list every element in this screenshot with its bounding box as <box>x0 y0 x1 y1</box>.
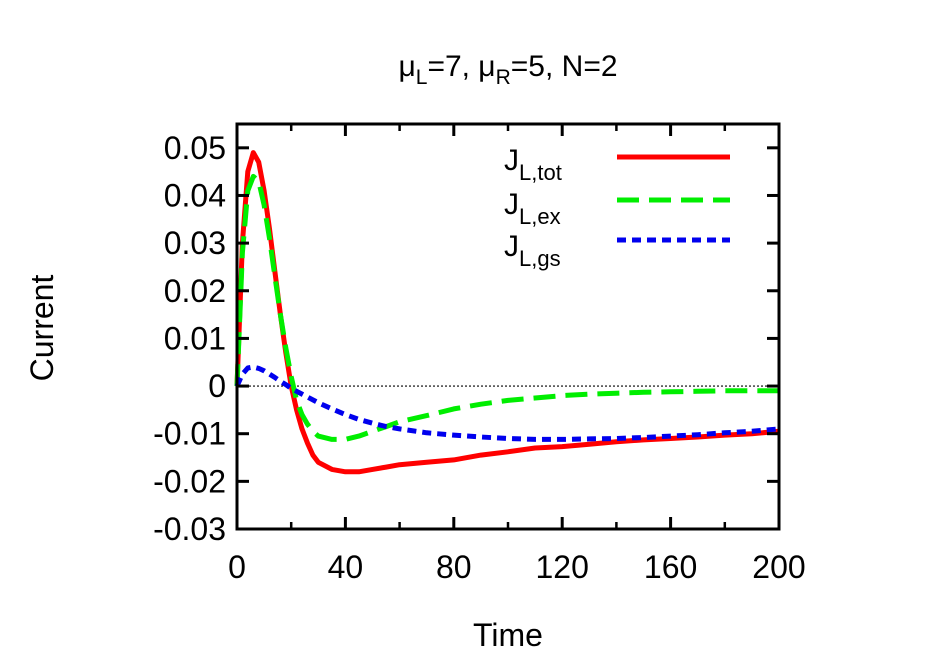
legend-sub-0: L,tot <box>519 160 562 185</box>
y-tick-label-0: -0.03 <box>153 511 226 547</box>
title-sub-0: L <box>416 66 428 89</box>
x-tick-label-5: 200 <box>752 549 805 585</box>
legend-sub-2: L,gs <box>519 246 561 271</box>
series-layer <box>234 150 780 475</box>
title-sub-1: R <box>496 66 511 89</box>
x-axis-label: Time <box>473 617 543 653</box>
legend-label-1: JL,ex <box>504 188 561 229</box>
legend: JL,tot JL,ex JL,gs <box>504 144 730 271</box>
y-tick-label-4: 0.01 <box>164 320 226 356</box>
y-tick-label-2: -0.01 <box>153 416 226 452</box>
legend-main-0: J <box>504 144 519 177</box>
legend-label-2: JL,gs <box>504 230 561 271</box>
ticks-layer: 0 40 80 120 160 200 -0.03 -0.02 -0.01 0 0.01 0.02 0.… <box>153 124 806 585</box>
y-tick-label-5: 0.02 <box>164 273 226 309</box>
legend-main-2: J <box>504 230 519 263</box>
y-tick-label-8: 0.05 <box>164 130 226 166</box>
legend-main-1: J <box>504 188 519 221</box>
y-tick-label-1: -0.02 <box>153 463 226 499</box>
x-tick-label-4: 160 <box>644 549 697 585</box>
y-tick-label-3: 0 <box>208 368 226 404</box>
title-part-0: μ <box>398 50 415 83</box>
legend-sub-1: L,ex <box>519 204 561 229</box>
x-tick-label-3: 120 <box>536 549 589 585</box>
x-tick-label-2: 80 <box>436 549 472 585</box>
x-tick-label-1: 40 <box>328 549 364 585</box>
y-axis-label: Current <box>24 275 60 382</box>
y-tick-label-6: 0.03 <box>164 225 226 261</box>
y-tick-label-7: 0.04 <box>164 177 226 213</box>
title-part-1: =7, μ <box>427 50 495 83</box>
legend-label-0: JL,tot <box>504 144 562 185</box>
chart-title: μL=7, μR=5, N=2 <box>398 50 617 89</box>
series-line-2 <box>234 364 780 442</box>
x-tick-label-0: 0 <box>228 549 246 585</box>
series-line-1 <box>234 173 779 442</box>
title-part-2: =5, N=2 <box>511 50 618 83</box>
plot-frame <box>235 122 781 531</box>
